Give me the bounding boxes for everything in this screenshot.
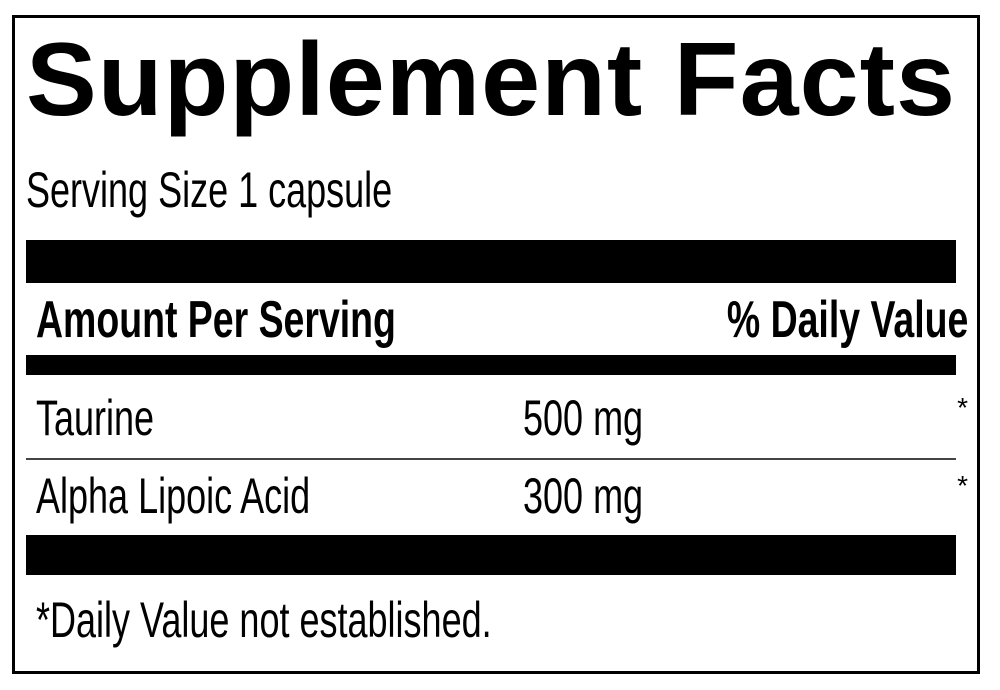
serving-size: Serving Size 1 capsule: [26, 162, 393, 218]
daily-value-header: % Daily Value: [726, 291, 968, 349]
thick-divider: [26, 535, 956, 575]
amount-per-serving-header: Amount Per Serving: [36, 291, 396, 349]
panel-title: Supplement Facts: [26, 22, 956, 138]
nutrient-name: Alpha Lipoic Acid: [36, 468, 311, 524]
row-divider: [26, 458, 956, 460]
nutrient-name: Taurine: [36, 390, 155, 446]
medium-divider: [26, 355, 956, 375]
nutrient-amount: 300 mg: [523, 468, 644, 524]
nutrient-dv: *: [957, 392, 968, 423]
nutrient-dv: *: [957, 470, 968, 501]
thick-divider: [26, 240, 956, 283]
nutrient-amount: 500 mg: [523, 390, 644, 446]
footnote: *Daily Value not established.: [36, 592, 492, 648]
supplement-facts-panel: [12, 15, 980, 674]
